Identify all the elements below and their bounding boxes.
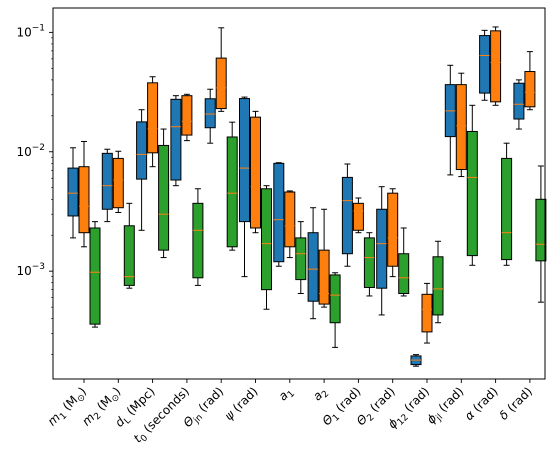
box	[398, 253, 410, 295]
box-series-2-cat-12	[455, 72, 467, 178]
y-tick-label: 10−2	[16, 143, 45, 159]
box-series-1-cat-3	[136, 109, 148, 231]
box	[261, 188, 272, 291]
box	[455, 84, 467, 171]
box	[147, 82, 159, 154]
box-series-2-cat-1	[78, 140, 90, 248]
box	[78, 166, 90, 234]
box-series-3-cat-12	[466, 104, 478, 266]
box-series-1-cat-11	[410, 354, 422, 367]
box	[136, 121, 148, 180]
box	[158, 144, 170, 251]
box-series-3-cat-9	[363, 232, 375, 297]
box	[329, 274, 341, 324]
box	[181, 95, 193, 136]
box-series-3-cat-8	[329, 272, 341, 348]
box	[363, 237, 375, 288]
box-series-3-cat-6	[261, 185, 272, 310]
box-series-2-cat-2	[112, 150, 124, 214]
box	[513, 82, 525, 120]
box-series-2-cat-9	[352, 197, 364, 234]
box	[341, 176, 353, 255]
box	[490, 30, 502, 103]
box-series-2-cat-14	[524, 51, 536, 111]
box	[466, 130, 478, 257]
box	[318, 249, 330, 305]
box-series-3-cat-7	[295, 221, 307, 295]
box-series-1-cat-2	[101, 148, 113, 223]
box-series-1-cat-1	[67, 147, 79, 239]
box-series-1-cat-4	[170, 95, 182, 187]
box	[215, 57, 227, 110]
box-series-2-cat-11	[421, 282, 433, 344]
box	[535, 198, 547, 262]
box	[273, 162, 285, 263]
box-series-2-cat-10	[387, 188, 399, 278]
y-tick-label: 10−3	[16, 262, 45, 278]
y-axis: 10−3 10−2 10−1	[16, 23, 53, 355]
box-series-2-cat-3	[147, 76, 159, 168]
box-series-3-cat-10	[398, 227, 410, 297]
box	[89, 227, 101, 325]
box-series-2-cat-13	[490, 26, 502, 106]
box	[112, 157, 124, 209]
box-series-1-cat-6	[239, 96, 250, 278]
box-series-1-cat-14	[513, 79, 525, 130]
box-series-3-cat-2	[123, 202, 135, 289]
box	[284, 191, 296, 248]
box-series-3-cat-1	[89, 221, 101, 328]
box	[421, 293, 433, 333]
box	[524, 71, 536, 108]
box-series-1-cat-7	[273, 162, 285, 267]
plot-frame	[52, 7, 546, 380]
box	[123, 225, 135, 286]
box-series-1-cat-13	[479, 29, 491, 101]
box-series-3-cat-13	[501, 142, 513, 266]
box	[226, 136, 238, 248]
box	[170, 98, 182, 181]
box	[67, 167, 79, 217]
y-tick-label: 10−1	[16, 23, 45, 39]
box-series-2-cat-5	[215, 27, 227, 112]
box-series-1-cat-5	[204, 88, 216, 144]
box	[376, 208, 388, 289]
box-series-1-cat-10	[376, 186, 388, 316]
box	[501, 157, 513, 261]
box-series-1-cat-12	[444, 64, 456, 176]
box	[239, 98, 250, 223]
box	[432, 256, 444, 316]
plot-content	[67, 26, 547, 367]
box	[204, 98, 216, 129]
box	[387, 192, 399, 267]
box	[307, 232, 319, 302]
box	[250, 116, 261, 229]
box-series-3-cat-11	[432, 240, 444, 324]
box-series-3-cat-5	[226, 121, 238, 251]
box-series-3-cat-14	[535, 165, 547, 303]
box	[192, 202, 204, 279]
box-series-3-cat-3	[158, 128, 170, 259]
box-series-3-cat-4	[192, 188, 204, 286]
box-series-1-cat-8	[307, 207, 319, 320]
box-series-2-cat-6	[250, 110, 261, 234]
box-series-1-cat-9	[341, 163, 353, 267]
box-series-2-cat-4	[181, 93, 193, 142]
box-series-2-cat-8	[318, 208, 330, 308]
box	[295, 237, 307, 281]
box	[352, 202, 364, 231]
box	[101, 152, 113, 210]
box	[479, 35, 491, 94]
box-series-2-cat-7	[284, 190, 296, 259]
